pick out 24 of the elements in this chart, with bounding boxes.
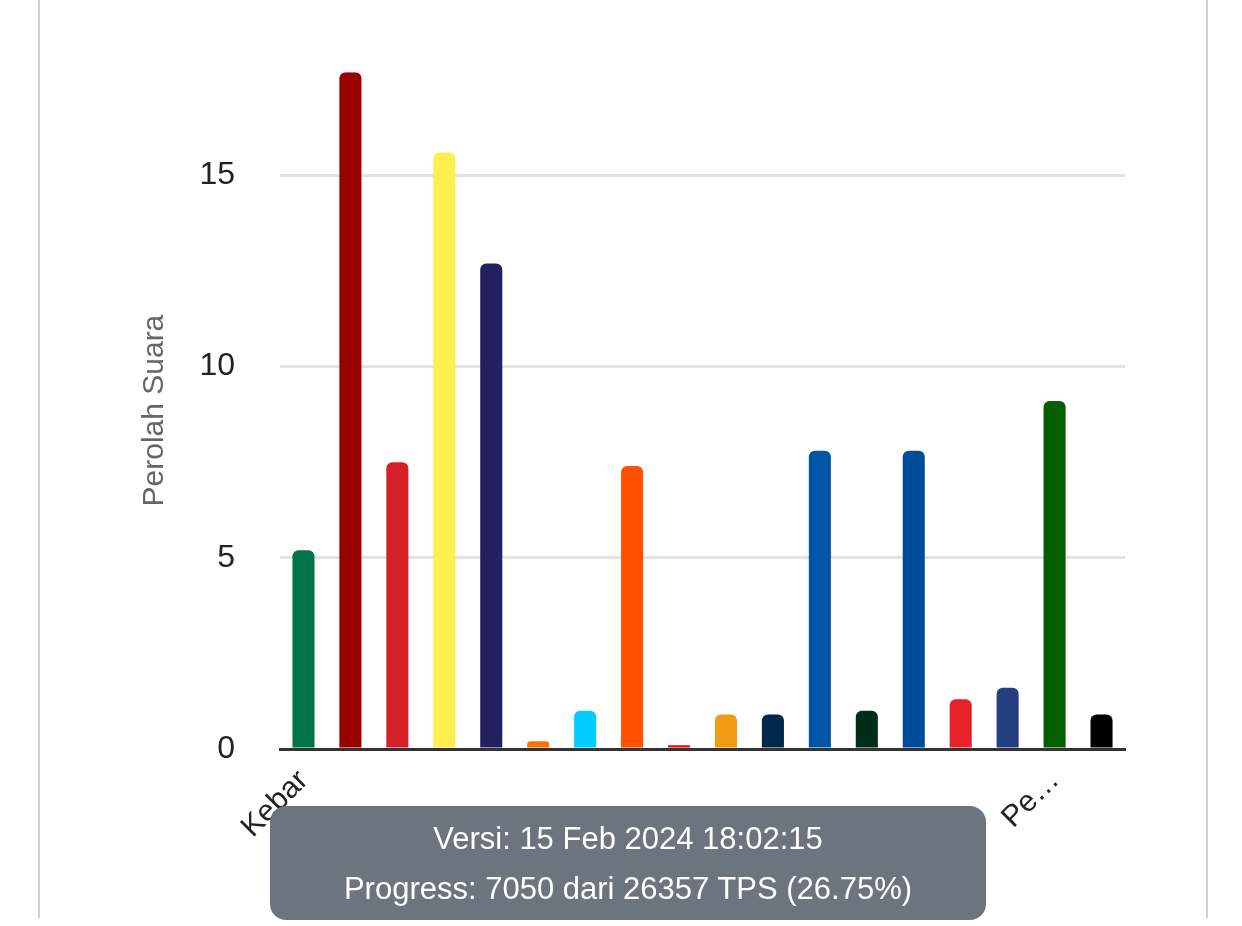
bar [386, 462, 409, 748]
y-tick-label: 15 [199, 155, 235, 192]
bar [292, 550, 315, 748]
bar [339, 72, 362, 748]
bar [761, 714, 784, 748]
bar [433, 152, 456, 748]
bar [996, 687, 1019, 748]
y-tick-label: 0 [217, 728, 235, 765]
bar [714, 714, 737, 748]
bar [480, 263, 503, 748]
x-tick-label: Pe… [994, 762, 1065, 833]
bar [1043, 401, 1066, 748]
bar [668, 745, 691, 748]
bar [808, 450, 831, 748]
y-tick-label: 10 [199, 346, 235, 383]
bar [902, 450, 925, 748]
y-axis-title: Perolah Suara [136, 314, 170, 507]
bar [855, 710, 878, 748]
bar [949, 699, 972, 748]
y-tick-label: 5 [217, 537, 235, 574]
bar [574, 710, 597, 748]
bar [527, 741, 550, 748]
bar [621, 466, 644, 748]
bar [1090, 714, 1113, 748]
